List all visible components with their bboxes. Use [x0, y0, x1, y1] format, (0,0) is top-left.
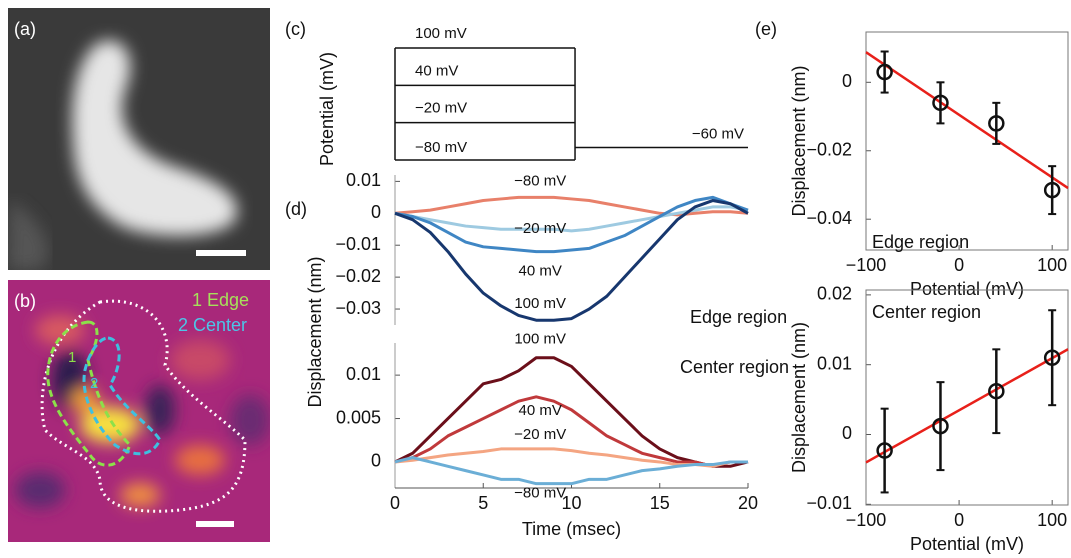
x-tick-label: 0 [954, 255, 964, 275]
annotation: Edge region [872, 232, 969, 252]
x-axis-title: Potential (mV) [910, 279, 1024, 299]
plot-frame [865, 289, 1069, 506]
series-label: −20 mV [514, 220, 566, 237]
x-tick-label: −100 [846, 255, 887, 275]
series-line [394, 195, 749, 254]
data-point [932, 417, 949, 435]
series-label: −80 mV [514, 172, 566, 189]
y-axis-title: Potential (mV) [317, 52, 337, 166]
x-tick-label: 20 [738, 493, 758, 513]
y-tick-label: 0 [371, 202, 381, 222]
x-tick-label: 0 [390, 493, 400, 513]
value-label: 100 mV [415, 25, 467, 42]
x-tick-label: 5 [478, 493, 488, 513]
y-axis-title: Displacement (nm) [305, 256, 325, 407]
series-line [394, 395, 748, 468]
annotation: Edge region [690, 307, 787, 327]
legend-entry: 2 Center [178, 315, 247, 335]
data-point [876, 442, 893, 459]
data-point [932, 94, 949, 112]
panel-label: (a) [14, 19, 36, 39]
data-point [1043, 181, 1061, 199]
y-tick-label: −0.02 [806, 140, 852, 160]
y-tick-label: −0.01 [335, 234, 381, 254]
y-tick-label: −0.02 [335, 266, 381, 286]
x-tick-label: 100 [1037, 510, 1067, 530]
y-tick-label: 0 [371, 451, 381, 471]
y-tick-label: 0.01 [346, 364, 381, 384]
x-tick-label: −100 [846, 510, 887, 530]
holding-label: −60 mV [692, 126, 744, 143]
y-tick-label: −0.03 [335, 298, 381, 318]
panel-label: (b) [14, 291, 36, 311]
series-line [394, 199, 749, 322]
micrograph [8, 8, 270, 270]
series-line [394, 456, 748, 486]
data-point [988, 115, 1005, 132]
y-tick-label: 0.01 [817, 353, 852, 373]
series-label: −80 mV [514, 485, 566, 502]
fit-line [865, 51, 1069, 190]
value-label: −80 mV [415, 139, 467, 156]
x-tick-label: 0 [954, 510, 964, 530]
y-tick-label: 0.02 [817, 284, 852, 304]
y-tick-label: 0 [842, 71, 852, 91]
x-tick-label: 10 [561, 493, 581, 513]
series-line [394, 205, 749, 233]
data-point [988, 382, 1005, 400]
x-tick-label: 100 [1037, 255, 1067, 275]
value-label: −20 mV [415, 100, 467, 117]
fit-line [865, 348, 1069, 464]
series-label: 100 mV [514, 331, 566, 348]
panel-label: (c) [285, 19, 306, 39]
x-tick-label: 15 [650, 493, 670, 513]
y-axis-title: Displacement (nm) [789, 322, 809, 473]
x-axis-title: Time (msec) [522, 519, 621, 539]
legend-entry: 1 Edge [192, 290, 249, 310]
series-label: 40 mV [519, 263, 562, 280]
annotation: Center region [872, 302, 981, 322]
series-label: −20 mV [514, 426, 566, 443]
panel-label: (d) [285, 199, 307, 219]
y-tick-label: 0.005 [336, 407, 381, 427]
plot-frame [865, 31, 1069, 251]
x-axis-title: Potential (mV) [910, 534, 1024, 554]
y-tick-label: 0.01 [346, 170, 381, 190]
region-label: 1 [68, 349, 76, 366]
y-tick-label: 0 [842, 423, 852, 443]
value-label: 40 mV [415, 62, 458, 79]
data-point [1043, 349, 1061, 366]
region-label: 2 [90, 375, 98, 392]
series-label: 100 mV [514, 295, 566, 312]
series-label: 40 mV [519, 402, 562, 419]
series-line [394, 195, 749, 217]
panel-label: (e) [755, 19, 777, 39]
y-axis-title: Displacement (nm) [789, 65, 809, 216]
heatmap [8, 280, 270, 542]
data-point [876, 63, 893, 81]
y-tick-label: −0.01 [806, 493, 852, 513]
y-tick-label: −0.04 [806, 208, 852, 228]
annotation: Center region [680, 357, 789, 377]
